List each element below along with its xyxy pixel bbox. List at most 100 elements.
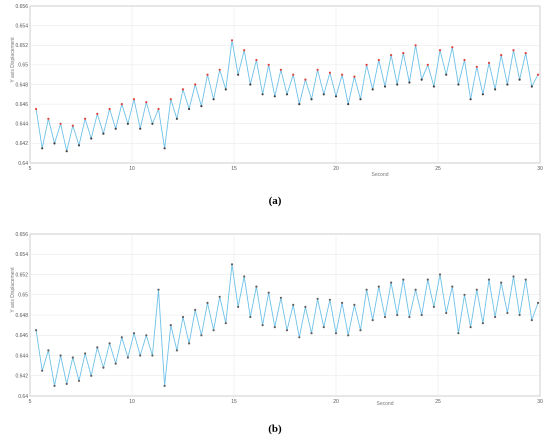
data-point-b-56: [377, 285, 380, 288]
data-point-a-50: [341, 73, 344, 76]
data-point-b-45: [310, 332, 313, 335]
data-point-a-68: [451, 46, 454, 49]
data-point-a-25: [188, 107, 191, 111]
data-point-b-43: [298, 336, 301, 339]
y-tick-label-b-1: 0.642: [15, 374, 28, 380]
data-point-a-15: [126, 122, 129, 125]
data-point-b-61: [408, 315, 411, 319]
data-point-b-22: [169, 324, 172, 327]
x-axis-label-b: Second: [377, 401, 394, 407]
data-point-a-29: [212, 98, 215, 101]
data-point-a-51: [347, 103, 350, 106]
data-point-b-50: [341, 301, 344, 304]
data-point-a-44: [304, 78, 307, 81]
data-point-b-54: [365, 288, 368, 291]
y-tick-label-b-6: 0.652: [15, 272, 28, 278]
series-b: [35, 263, 540, 387]
data-point-b-2: [47, 349, 50, 352]
data-point-a-67: [445, 73, 448, 76]
data-point-a-26: [194, 83, 197, 86]
data-point-a-81: [530, 85, 533, 88]
data-point-b-49: [334, 332, 338, 335]
data-point-a-32: [230, 39, 234, 42]
y-axis-label-a: Y axis Displacement: [10, 37, 16, 83]
data-point-a-64: [426, 63, 429, 66]
x-tick-label-b-0: 5: [29, 399, 32, 405]
x-tick-label-a-3: 20: [333, 166, 339, 172]
data-point-b-39: [273, 326, 276, 329]
y-tick-label-a-8: 0.656: [15, 4, 28, 10]
data-point-b-8: [84, 352, 87, 355]
data-point-a-2: [47, 117, 50, 120]
data-point-b-73: [481, 322, 484, 325]
data-point-b-23: [175, 349, 178, 352]
data-point-b-60: [402, 278, 405, 281]
data-point-a-45: [310, 98, 313, 101]
data-point-a-56: [377, 58, 380, 62]
data-point-b-4: [59, 354, 62, 357]
data-point-b-77: [506, 311, 509, 315]
data-point-b-20: [157, 288, 160, 291]
data-point-b-6: [71, 356, 74, 359]
data-point-a-31: [224, 88, 227, 91]
data-point-b-34: [243, 275, 246, 278]
data-point-a-52: [353, 75, 356, 78]
data-point-a-73: [481, 93, 484, 96]
data-point-a-40: [279, 68, 282, 71]
data-point-b-24: [181, 315, 185, 319]
y-tick-label-a-5: 0.65: [18, 63, 28, 69]
data-point-a-39: [273, 95, 276, 98]
x-tick-label-a-4: 25: [435, 166, 441, 172]
data-point-a-46: [316, 68, 319, 71]
data-point-a-3: [53, 142, 56, 145]
data-point-b-33: [237, 305, 240, 308]
series-a: [35, 39, 540, 153]
data-point-a-70: [463, 58, 466, 62]
data-point-b-82: [536, 301, 540, 304]
data-point-a-9: [90, 137, 93, 140]
data-point-b-14: [120, 336, 123, 339]
data-point-a-55: [371, 88, 374, 91]
y-tick-label-a-0: 0.64: [18, 161, 28, 167]
data-point-a-10: [96, 112, 99, 115]
data-point-b-62: [414, 288, 417, 291]
y-tick-label-a-1: 0.642: [15, 141, 28, 147]
data-point-b-26: [194, 308, 197, 311]
data-point-b-59: [396, 313, 399, 317]
data-point-b-32: [230, 263, 234, 266]
data-point-b-66: [438, 273, 442, 276]
data-point-b-29: [212, 329, 215, 332]
x-tick-label-b-1: 10: [129, 399, 135, 405]
data-point-a-53: [359, 98, 362, 101]
data-point-b-53: [359, 329, 362, 332]
data-point-a-77: [506, 83, 509, 86]
data-point-a-72: [475, 65, 478, 68]
panel-caption-b: (b): [268, 423, 282, 435]
data-point-a-41: [285, 93, 289, 96]
data-point-b-81: [530, 319, 533, 322]
data-point-b-16: [132, 332, 136, 335]
data-point-a-62: [414, 44, 417, 47]
data-point-b-69: [457, 332, 460, 335]
x-tick-label-a-2: 15: [231, 166, 237, 172]
data-point-b-5: [65, 382, 68, 385]
data-point-b-70: [463, 293, 466, 296]
data-point-a-59: [396, 83, 399, 86]
y-tick-label-b-3: 0.646: [15, 333, 28, 339]
y-tick-label-a-2: 0.644: [15, 122, 28, 128]
data-point-a-18: [145, 101, 148, 104]
data-point-a-33: [237, 73, 240, 76]
data-point-a-8: [84, 117, 87, 120]
data-point-a-14: [120, 103, 123, 106]
y-tick-label-a-6: 0.652: [15, 43, 28, 49]
data-point-a-12: [108, 107, 111, 111]
x-tick-label-b-2: 15: [231, 399, 237, 405]
data-point-a-66: [438, 49, 442, 52]
data-point-b-57: [383, 315, 387, 319]
data-point-a-48: [328, 71, 331, 74]
data-point-b-11: [102, 366, 105, 369]
data-point-b-55: [371, 319, 374, 322]
data-point-b-52: [353, 303, 356, 306]
data-point-a-63: [420, 78, 423, 81]
y-tick-label-b-0: 0.64: [18, 394, 28, 400]
